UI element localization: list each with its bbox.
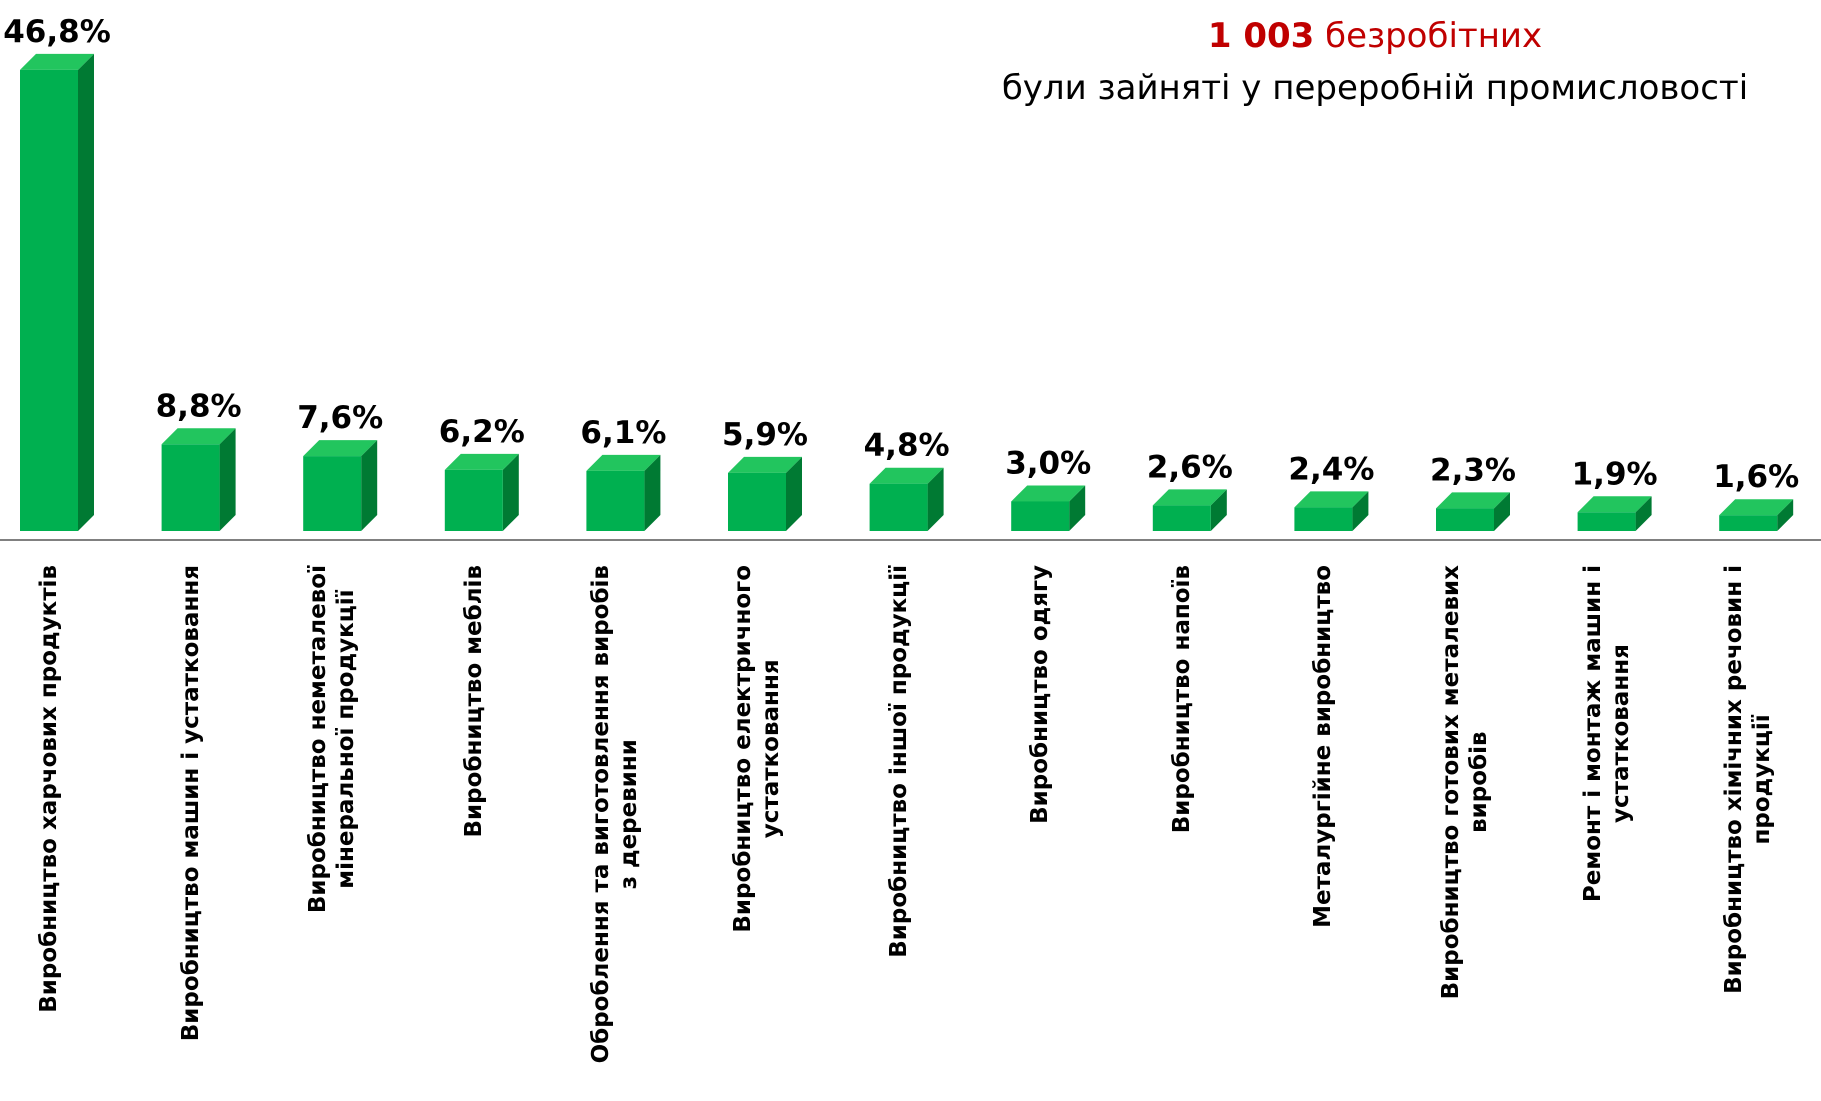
bar-side	[502, 453, 519, 531]
bar-top	[1577, 496, 1652, 513]
bar	[1719, 515, 1778, 531]
bar	[1294, 507, 1353, 531]
category-label: Виробництво неметалевої мінеральної прод…	[305, 565, 360, 914]
value-label: 6,2%	[439, 414, 525, 450]
bar-top	[1719, 499, 1794, 516]
bar	[586, 470, 645, 531]
bar	[303, 456, 362, 531]
bar-top	[869, 467, 944, 484]
bar-side	[1210, 489, 1227, 531]
category-label: Металургійне виробництво	[1310, 565, 1337, 928]
category-label: Виробництво готових металевих виробів	[1438, 565, 1492, 1000]
category-label: Виробництво хімічних речовин і продукції	[1721, 565, 1776, 994]
value-label: 2,6%	[1147, 449, 1233, 485]
bar-top	[1436, 492, 1510, 509]
category-label: Виробництво харчових продуктів	[36, 565, 62, 1013]
category-label: Виробництво одягу	[1027, 565, 1054, 824]
bar-side	[1069, 485, 1086, 531]
bar-top	[1152, 489, 1227, 506]
bar-top	[303, 440, 378, 457]
category-label: Оброблення та виготовлення виробів з дер…	[588, 565, 643, 1064]
bar-side	[786, 456, 802, 531]
category-label: Виробництво іншої продукції	[885, 565, 912, 958]
bar	[1436, 508, 1494, 531]
value-label: 1,9%	[1572, 456, 1658, 492]
bar	[20, 69, 78, 531]
bar-top	[444, 453, 519, 470]
title-suffix: безробітних	[1325, 16, 1543, 56]
value-label: 46,8%	[3, 14, 111, 50]
category-label: Виробництво машин і устатковання	[177, 565, 204, 1042]
category-label: Виробництво меблів	[460, 565, 487, 838]
bar	[1152, 505, 1211, 531]
subtitle: були зайняті у переробній промисловості	[1001, 68, 1749, 108]
bar	[1011, 501, 1070, 531]
bar	[869, 483, 928, 531]
bar-side	[1777, 499, 1794, 531]
value-label: 5,9%	[722, 417, 808, 453]
bar-top	[1294, 491, 1369, 508]
title-number: 1 003	[1207, 16, 1315, 56]
value-label: 2,4%	[1288, 451, 1374, 487]
category-label: Виробництво напоїв	[1168, 565, 1195, 834]
value-label: 4,8%	[864, 428, 950, 464]
value-label: 6,1%	[580, 415, 666, 451]
bar-side	[219, 428, 236, 531]
bar-side	[644, 454, 661, 531]
bar	[1577, 512, 1636, 531]
bar-top	[1011, 485, 1086, 502]
title: 1 003 безробітних	[900, 16, 1821, 56]
category-label: Ремонт і монтаж машин і устатковання	[1579, 565, 1634, 903]
bar	[444, 469, 503, 531]
value-label: 7,6%	[297, 400, 383, 436]
bar-side	[1352, 491, 1369, 531]
bar-side	[927, 467, 944, 531]
bar-side	[1635, 496, 1652, 531]
bar-top	[161, 428, 236, 445]
value-label: 2,3%	[1430, 452, 1516, 488]
bar-top	[20, 53, 94, 70]
bar	[728, 472, 786, 531]
value-label: 8,8%	[156, 388, 242, 424]
bar	[161, 444, 220, 531]
value-label: 1,6%	[1713, 459, 1799, 495]
value-label: 3,0%	[1005, 445, 1091, 481]
bar-side	[361, 440, 378, 531]
bar-side	[78, 53, 94, 531]
category-label: Виробництво електричного устатковання	[730, 565, 784, 933]
bar-top	[728, 456, 802, 473]
bar-side	[1494, 492, 1510, 531]
bar-top	[586, 454, 661, 471]
